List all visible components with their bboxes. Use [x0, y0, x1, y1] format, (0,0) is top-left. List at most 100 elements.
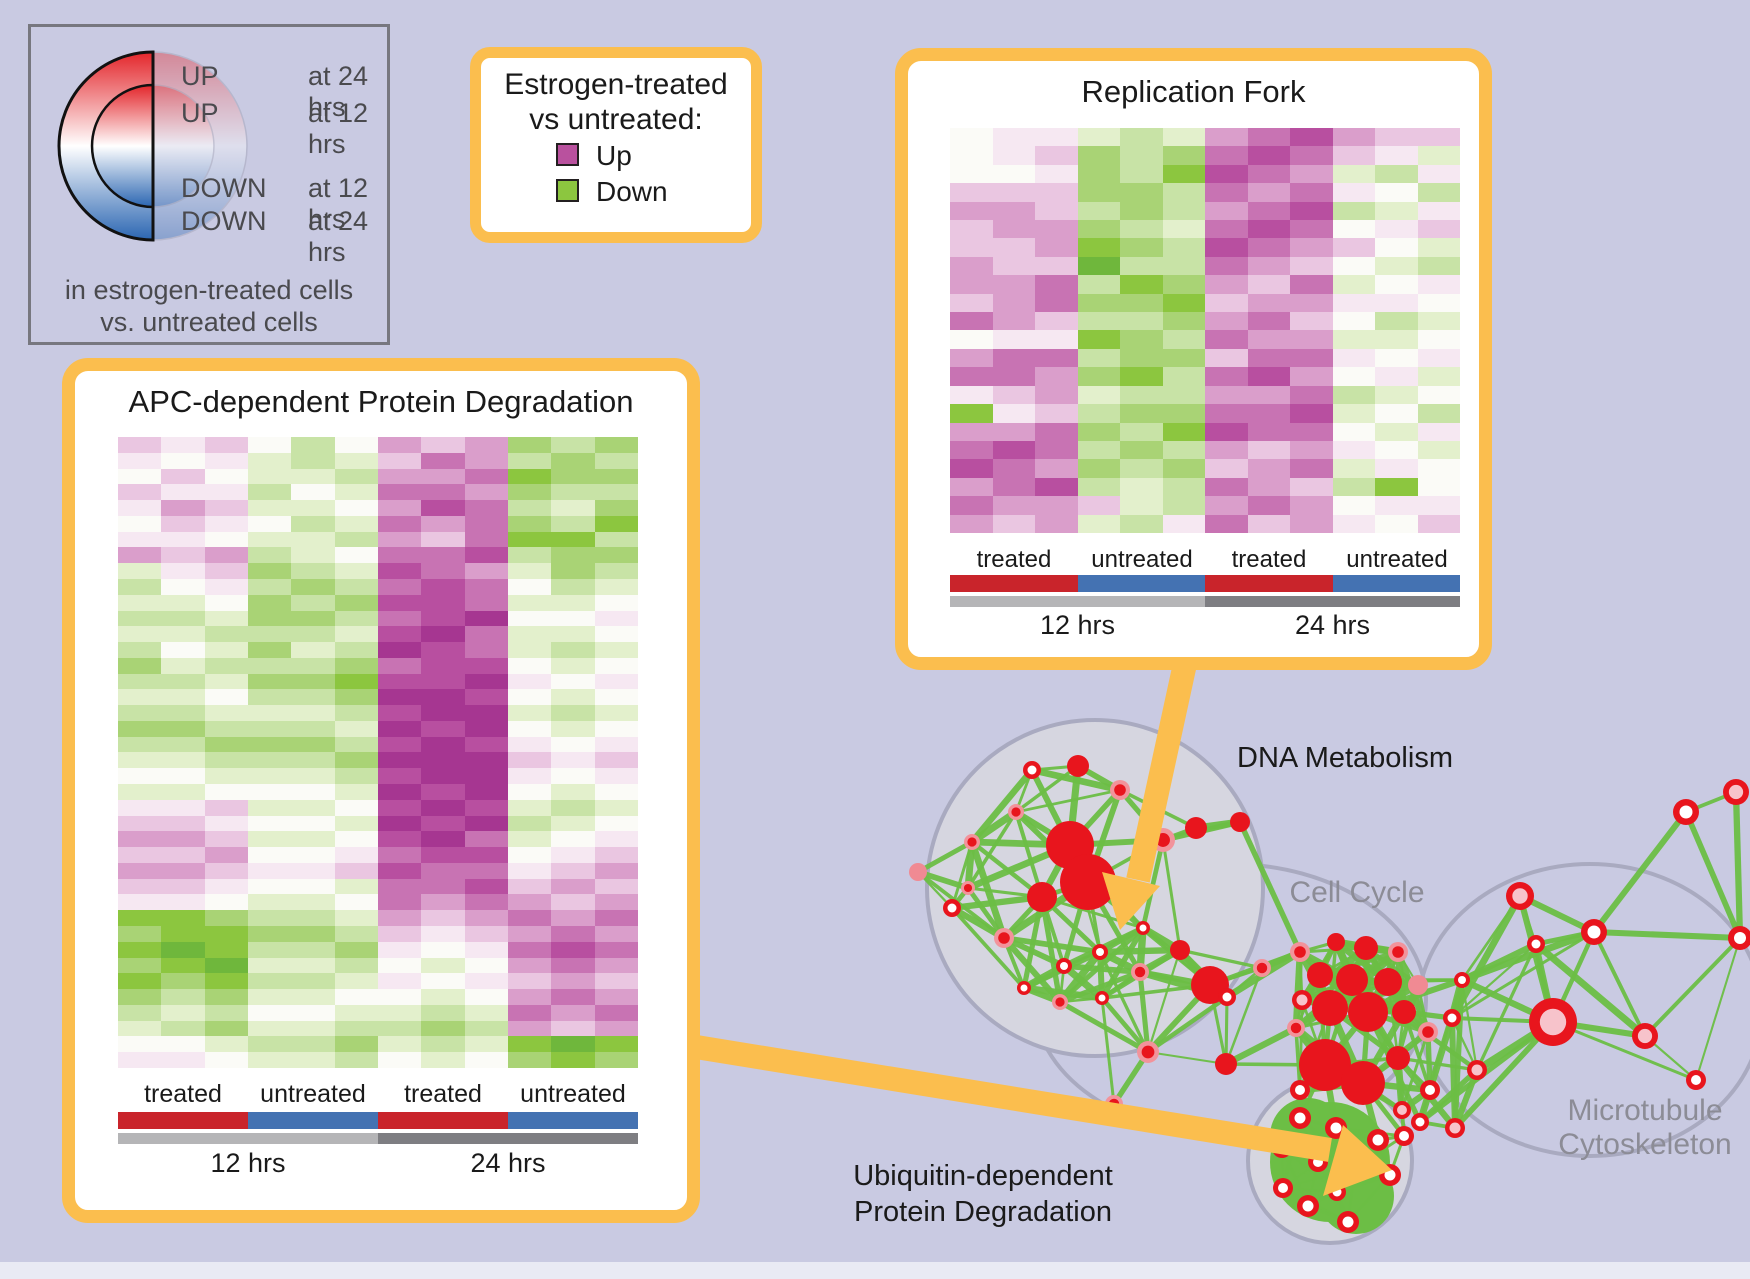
heatmap-cell	[377, 941, 422, 958]
heatmap-cell	[1332, 128, 1375, 147]
heatmap-cell	[204, 910, 248, 927]
heatmap-cell	[334, 626, 378, 643]
gene-node-center	[1060, 962, 1068, 970]
rf-treated-bar-2	[1205, 575, 1333, 592]
gene-node-center	[1096, 948, 1104, 956]
heatmap-cell	[377, 547, 422, 564]
heatmap-cell	[1162, 256, 1205, 276]
heatmap-cell	[204, 578, 248, 595]
heatmap-cell	[204, 799, 248, 816]
heatmap-cell	[1290, 220, 1333, 239]
heatmap-cell	[594, 957, 638, 974]
heatmap-cell	[1332, 459, 1375, 478]
apc-group-label-3: treated	[404, 1080, 482, 1108]
heatmap-cell	[507, 831, 552, 848]
heatmap-cell	[1332, 514, 1375, 533]
heatmap-cell	[1205, 385, 1248, 405]
heatmap-cell	[950, 348, 993, 368]
heatmap-cell	[247, 468, 292, 485]
heatmap-cell	[950, 404, 993, 423]
network-edge	[1003, 935, 1101, 955]
heatmap-cell	[118, 642, 162, 658]
heatmap-cell	[204, 957, 248, 974]
heatmap-cell	[1077, 477, 1120, 497]
heatmap-cell	[1332, 404, 1375, 423]
heatmap-cell	[291, 752, 335, 769]
gene-node-center	[1691, 1075, 1701, 1085]
heatmap-cell	[161, 594, 205, 611]
heatmap-cell	[161, 720, 205, 737]
heatmap-cell	[161, 689, 205, 706]
heatmap-cell	[118, 594, 162, 611]
heatmap-cell	[421, 847, 465, 863]
ring-dir-down12: DOWN	[181, 173, 267, 203]
heatmap-cell	[551, 689, 595, 706]
heatmap-cell	[334, 642, 378, 658]
heatmap-cell	[247, 862, 292, 879]
heatmap-cell	[421, 657, 465, 674]
heatmap-cell	[1077, 496, 1120, 515]
network-edge	[1146, 949, 1182, 1053]
heatmap-cell	[204, 815, 248, 832]
heatmap-cell	[421, 941, 465, 958]
gene-node	[1392, 1000, 1416, 1024]
network-edge	[969, 767, 1035, 845]
heatmap-cell	[1247, 404, 1290, 423]
heatmap-cell	[291, 657, 335, 674]
heatmap-cell	[507, 610, 552, 627]
ring-dir-up12: UP	[181, 98, 219, 128]
heatmap-cell	[421, 894, 465, 911]
heatmap-cell	[377, 1052, 422, 1068]
heatmap-cell	[507, 768, 552, 785]
heatmap-cell	[950, 496, 993, 515]
heatmap-cell	[421, 815, 465, 832]
heatmap-cell	[421, 862, 465, 879]
heatmap-cell	[992, 146, 1035, 165]
heatmap-cell	[594, 515, 638, 532]
ring-caption-line1: in estrogen-treated cells	[64, 275, 354, 305]
heatmap-cell	[247, 957, 292, 974]
network-edge	[1533, 941, 1648, 1039]
heatmap-cell	[161, 799, 205, 816]
heatmap-cell	[377, 484, 422, 501]
heatmap-cell	[247, 926, 292, 942]
heatmap-cell	[507, 626, 552, 643]
heatmap-cell	[594, 720, 638, 737]
heatmap-cell	[1375, 404, 1418, 423]
heatmap-cell	[594, 594, 638, 611]
heatmap-cell	[551, 926, 595, 942]
heatmap-cell	[1247, 440, 1290, 460]
heatmap-cell	[594, 815, 638, 832]
heatmap-cell	[1417, 367, 1460, 386]
gene-node-center	[1512, 888, 1528, 904]
heatmap-cell	[377, 673, 422, 690]
heatmap-cell	[1375, 477, 1418, 497]
heatmap-cell	[950, 330, 993, 349]
heatmap-cell	[247, 1004, 292, 1021]
heatmap-cell	[950, 293, 993, 313]
heatmap-cell	[551, 878, 595, 895]
heatmap-cell	[204, 752, 248, 769]
gene-node-core	[1011, 807, 1021, 817]
heatmap-cell	[291, 973, 335, 990]
heatmap-cell	[291, 547, 335, 564]
heatmap-cell	[507, 689, 552, 706]
heatmap-cell	[377, 642, 422, 658]
heatmap-cell	[118, 531, 162, 548]
heatmap-cell	[291, 957, 335, 974]
heatmap-cell	[118, 815, 162, 832]
heatmap-cell	[507, 941, 552, 958]
heatmap-cell	[291, 941, 335, 958]
heatmap-cell	[161, 973, 205, 990]
heatmap-cell	[464, 784, 508, 800]
heatmap-cell	[464, 500, 508, 516]
heatmap-cell	[161, 941, 205, 958]
gene-node	[1230, 812, 1250, 832]
network-edge	[1396, 1057, 1406, 1137]
network-edge	[1319, 949, 1399, 978]
heatmap-cell	[594, 626, 638, 643]
heatmap-cell	[1205, 440, 1248, 460]
heatmap-cell	[507, 1020, 552, 1037]
heatmap-cell	[1120, 275, 1163, 294]
